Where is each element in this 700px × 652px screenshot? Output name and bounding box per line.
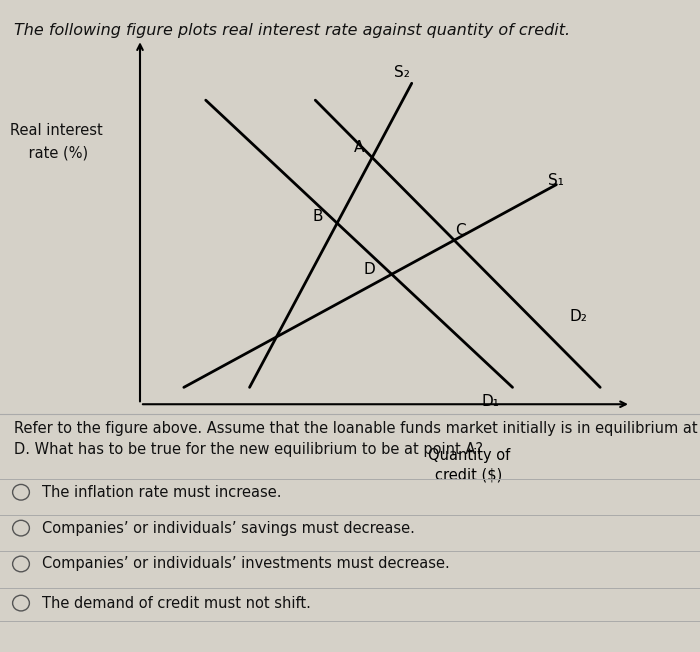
Text: D₂: D₂ <box>570 309 587 324</box>
Text: The demand of credit must not shift.: The demand of credit must not shift. <box>42 595 311 611</box>
Text: B: B <box>312 209 323 224</box>
Text: A: A <box>354 140 364 155</box>
Text: Real interest: Real interest <box>10 123 104 138</box>
Text: Quantity of
credit ($): Quantity of credit ($) <box>428 448 510 483</box>
Text: Refer to the figure above. Assume that the loanable funds market initially is in: Refer to the figure above. Assume that t… <box>14 421 700 456</box>
Text: D: D <box>364 261 376 276</box>
Text: The inflation rate must increase.: The inflation rate must increase. <box>42 484 281 500</box>
Text: C: C <box>456 222 466 237</box>
Text: Companies’ or individuals’ investments must decrease.: Companies’ or individuals’ investments m… <box>42 556 449 572</box>
Text: rate (%): rate (%) <box>10 145 89 161</box>
Text: S₁: S₁ <box>547 173 564 188</box>
Text: The following figure plots real interest rate against quantity of credit.: The following figure plots real interest… <box>14 23 570 38</box>
Text: S₂: S₂ <box>394 65 410 80</box>
Text: Companies’ or individuals’ savings must decrease.: Companies’ or individuals’ savings must … <box>42 520 415 536</box>
Text: D₁: D₁ <box>482 394 500 409</box>
